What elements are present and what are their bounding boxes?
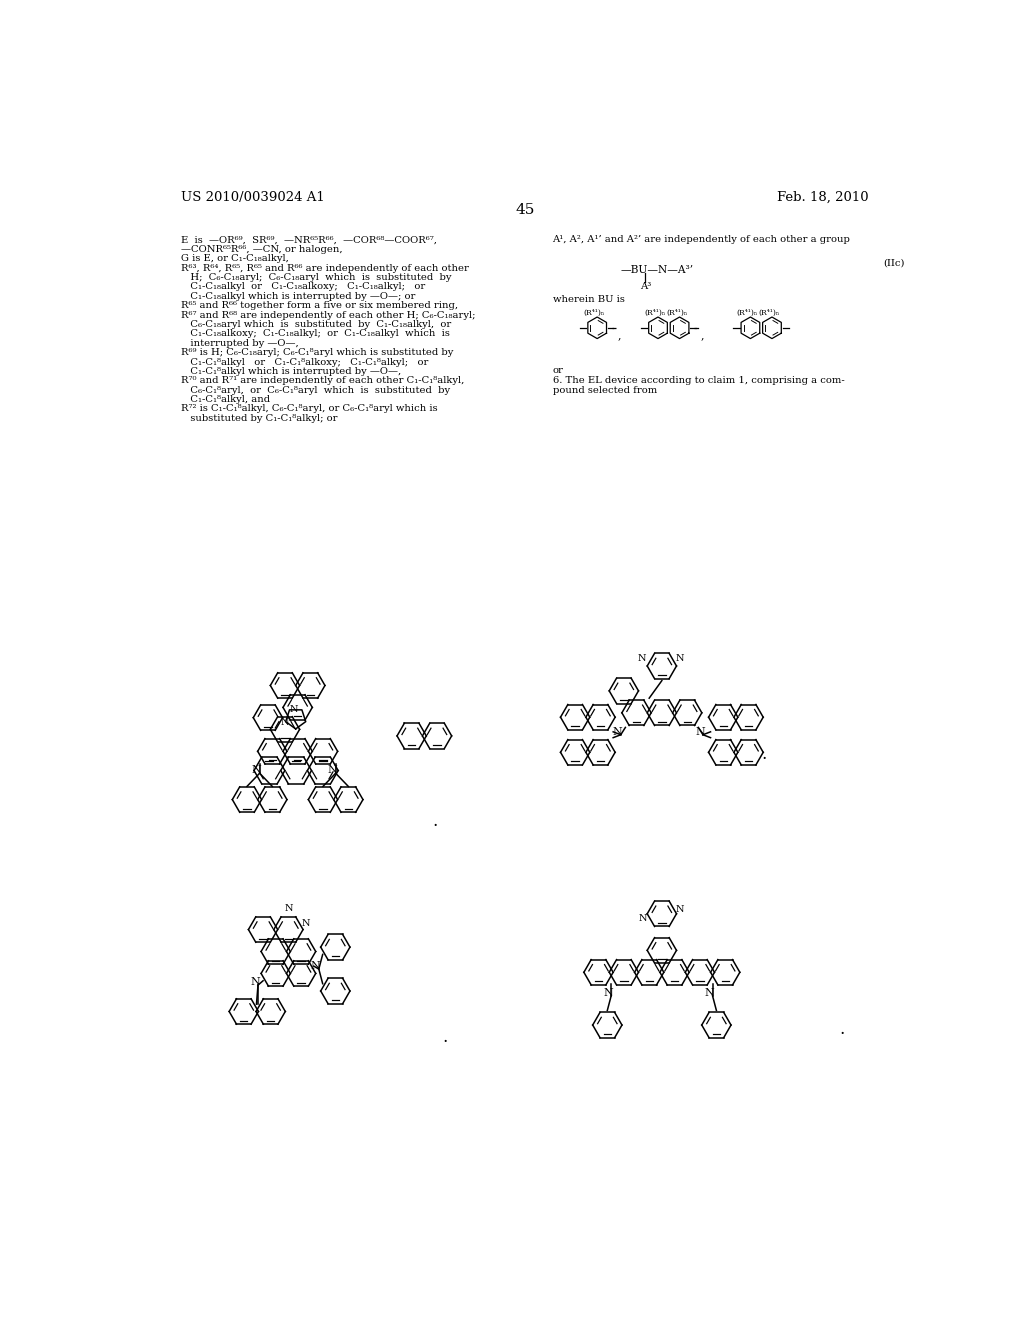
Text: C₁-C₁₈alkyl which is interrupted by —O—; or: C₁-C₁₈alkyl which is interrupted by —O—;… xyxy=(181,292,416,301)
Text: C₆-C₁⁸aryl,  or  C₆-C₁⁸aryl  which  is  substituted  by: C₆-C₁⁸aryl, or C₆-C₁⁸aryl which is subst… xyxy=(181,385,451,395)
Text: —CONR⁶⁵R⁶⁶, —CN, or halogen,: —CONR⁶⁵R⁶⁶, —CN, or halogen, xyxy=(181,244,343,253)
Text: N: N xyxy=(290,705,298,714)
Text: E  is  —OR⁶⁹,  SR⁶⁹,  —NR⁶⁵R⁶⁶,  —COR⁶⁸—COOR⁶⁷,: E is —OR⁶⁹, SR⁶⁹, —NR⁶⁵R⁶⁶, —COR⁶⁸—COOR⁶… xyxy=(181,235,437,244)
Text: wherein BU is: wherein BU is xyxy=(553,296,625,305)
Text: N: N xyxy=(603,987,613,998)
Text: R⁶³, R⁶⁴, R⁶⁵, R⁶⁵ and R⁶⁶ are independently of each other: R⁶³, R⁶⁴, R⁶⁵, R⁶⁵ and R⁶⁶ are independe… xyxy=(181,264,469,273)
Text: N: N xyxy=(675,906,684,913)
Text: R⁷⁰ and R⁷¹ are independently of each other C₁-C₁⁸alkyl,: R⁷⁰ and R⁷¹ are independently of each ot… xyxy=(181,376,465,385)
Text: N: N xyxy=(638,655,646,663)
Text: G is E, or C₁-C₁₈alkyl,: G is E, or C₁-C₁₈alkyl, xyxy=(181,255,289,263)
Text: (R⁴¹)ₙ: (R⁴¹)ₙ xyxy=(644,309,666,317)
Text: (R⁴¹)ₙ: (R⁴¹)ₙ xyxy=(666,309,687,317)
Text: R⁶⁹ is H; C₆-C₁₈aryl; C₆-C₁⁸aryl which is substituted by: R⁶⁹ is H; C₆-C₁₈aryl; C₆-C₁⁸aryl which i… xyxy=(181,348,454,358)
Text: N: N xyxy=(252,766,261,775)
Text: R⁷² is C₁-C₁⁸alkyl, C₆-C₁⁸aryl, or C₆-C₁⁸aryl which is: R⁷² is C₁-C₁⁸alkyl, C₆-C₁⁸aryl, or C₆-C₁… xyxy=(181,404,438,413)
Text: C₁-C₁⁸alkyl, and: C₁-C₁⁸alkyl, and xyxy=(181,395,270,404)
Text: C₁-C₁₈alkyl  or   C₁-C₁₈alkoxy;   C₁-C₁₈alkyl;   or: C₁-C₁₈alkyl or C₁-C₁₈alkoxy; C₁-C₁₈alkyl… xyxy=(181,282,426,292)
Text: US 2010/0039024 A1: US 2010/0039024 A1 xyxy=(180,190,325,203)
Text: C₁-C₁₈alkoxy;  C₁-C₁₈alkyl;  or  C₁-C₁₈alkyl  which  is: C₁-C₁₈alkoxy; C₁-C₁₈alkyl; or C₁-C₁₈alky… xyxy=(181,330,451,338)
Text: 6. The EL device according to claim 1, comprising a com-: 6. The EL device according to claim 1, c… xyxy=(553,376,844,385)
Text: N: N xyxy=(705,987,715,998)
Text: N: N xyxy=(638,913,647,923)
Text: N: N xyxy=(695,727,705,737)
Text: Feb. 18, 2010: Feb. 18, 2010 xyxy=(776,190,868,203)
Text: substituted by C₁-C₁⁸alkyl; or: substituted by C₁-C₁⁸alkyl; or xyxy=(181,414,338,422)
Text: A³: A³ xyxy=(640,282,651,292)
Text: R⁶⁵ and R⁶⁶ together form a five or six membered ring,: R⁶⁵ and R⁶⁶ together form a five or six … xyxy=(181,301,459,310)
Text: C₁-C₁⁸alkyl which is interrupted by —O—,: C₁-C₁⁸alkyl which is interrupted by —O—, xyxy=(181,367,401,376)
Text: .: . xyxy=(839,1020,844,1038)
Text: .: . xyxy=(761,746,767,763)
Text: (IIc): (IIc) xyxy=(884,259,905,268)
Text: pound selected from: pound selected from xyxy=(553,385,656,395)
Text: —BU—N—A³’: —BU—N—A³’ xyxy=(621,264,693,275)
Text: ,: , xyxy=(700,330,703,341)
Text: H;  C₆-C₁₈aryl;  C₆-C₁₈aryl  which  is  substituted  by: H; C₆-C₁₈aryl; C₆-C₁₈aryl which is subst… xyxy=(181,273,452,282)
Text: .: . xyxy=(432,813,437,830)
Text: N: N xyxy=(284,904,293,913)
Text: ,: , xyxy=(617,330,621,341)
Text: N: N xyxy=(302,919,310,928)
Text: N: N xyxy=(612,727,623,737)
Text: C₆-C₁₈aryl which  is  substituted  by  C₁-C₁₈alkyl,  or: C₆-C₁₈aryl which is substituted by C₁-C₁… xyxy=(181,319,452,329)
Text: (R⁴¹)ₙ: (R⁴¹)ₙ xyxy=(736,309,758,317)
Text: or: or xyxy=(553,367,563,375)
Text: N: N xyxy=(281,718,289,727)
Text: .: . xyxy=(442,1028,447,1045)
Text: R⁶⁷ and R⁶⁸ are independently of each other H; C₆-C₁₈aryl;: R⁶⁷ and R⁶⁸ are independently of each ot… xyxy=(181,310,476,319)
Text: N: N xyxy=(328,766,338,775)
Text: N: N xyxy=(250,977,260,987)
Text: N: N xyxy=(676,655,685,663)
Text: interrupted by —O—,: interrupted by —O—, xyxy=(181,339,299,347)
Text: 45: 45 xyxy=(515,203,535,216)
Text: (R⁴¹)ₙ: (R⁴¹)ₙ xyxy=(584,309,604,317)
Text: (R⁴¹)ₙ: (R⁴¹)ₙ xyxy=(759,309,779,317)
Text: N: N xyxy=(311,961,321,972)
Text: A¹, A², A¹’ and A²’ are independently of each other a group: A¹, A², A¹’ and A²’ are independently of… xyxy=(553,235,850,244)
Text: C₁-C₁⁸alkyl   or   C₁-C₁⁸alkoxy;   C₁-C₁⁸alkyl;   or: C₁-C₁⁸alkyl or C₁-C₁⁸alkoxy; C₁-C₁⁸alkyl… xyxy=(181,358,429,367)
